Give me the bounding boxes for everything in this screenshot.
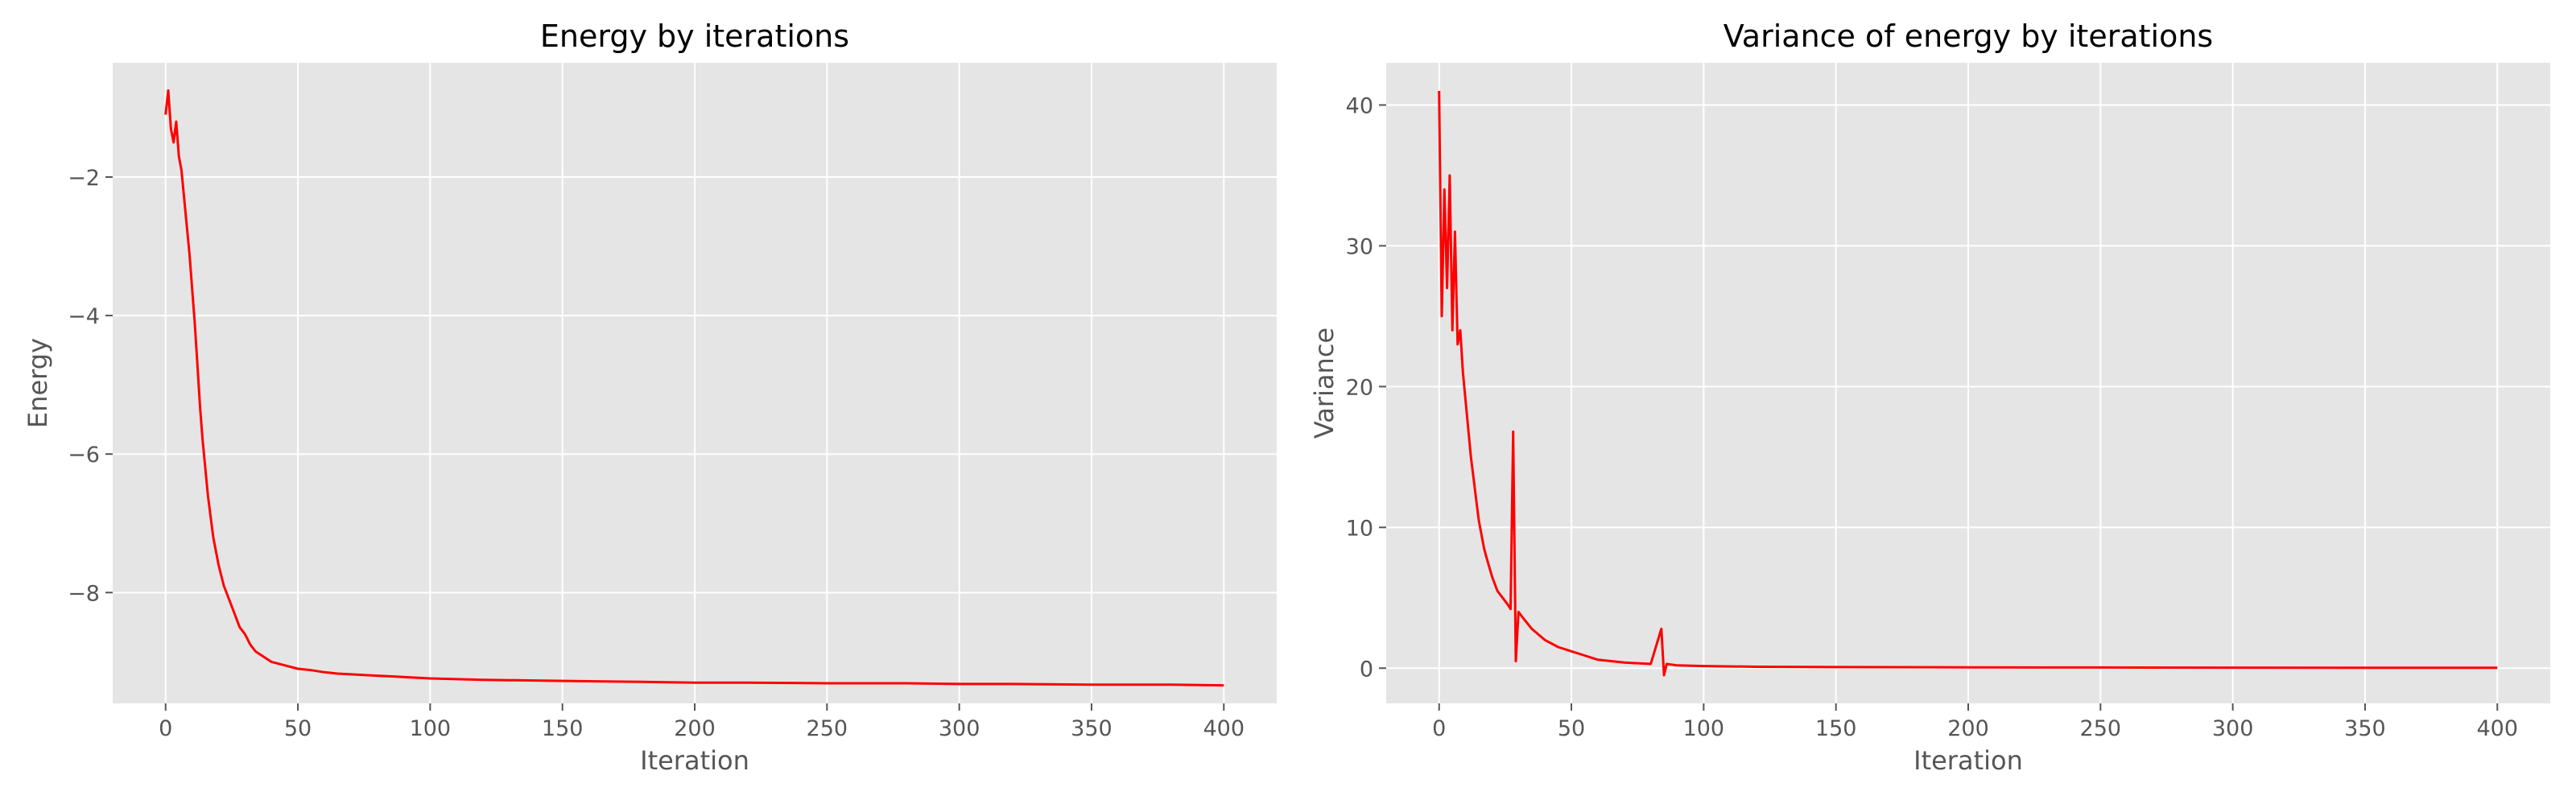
y-tick-label: −2 [68, 166, 100, 191]
y-tick-label: 30 [1346, 234, 1373, 259]
x-tick-label: 50 [1558, 716, 1585, 741]
x-tick-label: 400 [1203, 716, 1245, 741]
y-axis-label: Energy [23, 338, 53, 428]
x-tick-label: 0 [159, 716, 172, 741]
x-tick-label: 150 [542, 716, 584, 741]
x-tick-label: 250 [2080, 716, 2122, 741]
y-tick-label: 0 [1360, 657, 1373, 682]
x-tick-label: 350 [2344, 716, 2386, 741]
x-tick-label: 100 [410, 716, 452, 741]
chart-title: Variance of energy by iterations [1724, 19, 2213, 54]
series-line [1438, 90, 2498, 677]
x-tick-label: 100 [1683, 716, 1725, 741]
series-line [164, 89, 1224, 687]
x-tick-label: 250 [807, 716, 848, 741]
y-tick-label: 20 [1346, 375, 1373, 400]
x-tick-label: 300 [939, 716, 980, 741]
y-tick-label: −4 [68, 304, 100, 329]
y-axis-label: Variance [1309, 328, 1340, 439]
y-tick-label: 10 [1346, 516, 1373, 541]
x-tick-label: 0 [1432, 716, 1446, 741]
x-tick-label: 350 [1071, 716, 1113, 741]
x-axis-label: Iteration [640, 745, 749, 776]
y-tick-label: −8 [68, 581, 100, 606]
x-tick-label: 200 [1947, 716, 1989, 741]
chart-title: Energy by iterations [540, 19, 849, 54]
chart-1: 0 50 100 150 200 250 300 350 400 −8 −6 −4 −2 Energy b… [23, 19, 1277, 776]
x-axis-label: Iteration [1913, 745, 2023, 776]
x-tick-label: 50 [284, 716, 312, 741]
y-tick-label: −6 [68, 443, 100, 468]
chart-2: 0 50 100 150 200 250 300 350 400 0 10 20 30 40 Varianc… [1309, 19, 2550, 776]
y-tick-label: 40 [1346, 93, 1373, 118]
x-tick-label: 200 [674, 716, 716, 741]
x-tick-label: 300 [2212, 716, 2254, 741]
x-tick-label: 400 [2476, 716, 2518, 741]
x-tick-label: 150 [1815, 716, 1857, 741]
